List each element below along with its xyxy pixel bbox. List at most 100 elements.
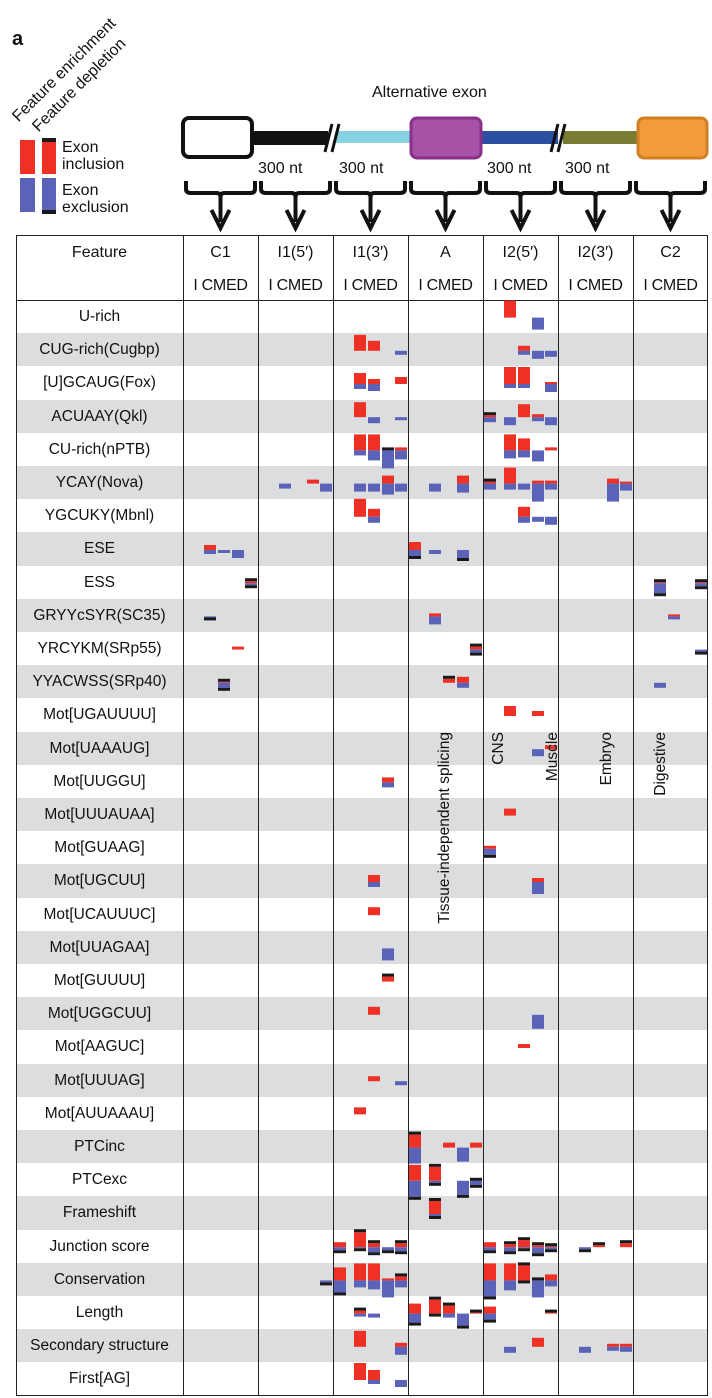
exclusion-bar (368, 882, 380, 887)
region-column-header: C1 (210, 244, 231, 261)
inclusion-bar (607, 478, 619, 484)
inclusion-bar (607, 1343, 619, 1347)
feature-table (16, 235, 708, 1396)
condition-label: Digestive (652, 732, 669, 796)
inclusion-bar (395, 447, 407, 451)
depletion-cap (368, 1240, 380, 1244)
inclusion-bar (457, 475, 469, 484)
inclusion-bar (429, 1201, 441, 1214)
exclusion-bar (504, 1346, 516, 1353)
exclusion-bar (457, 483, 469, 493)
inclusion-bar (232, 646, 244, 650)
depletion-cap (245, 578, 257, 582)
inclusion-bar (354, 402, 366, 418)
inclusion-bar (545, 745, 557, 750)
feature-label: Mot[UUUAG] (54, 1071, 145, 1089)
exclusion-bar (532, 350, 544, 359)
row-stripe (17, 665, 707, 699)
row-stripe (17, 1130, 707, 1164)
exclusion-bar (484, 1280, 496, 1297)
inclusion-bar (457, 676, 469, 683)
exclusion-bar (532, 450, 544, 462)
depletion-cap (470, 1177, 482, 1181)
exclusion-bar (395, 483, 407, 492)
arrow-down-icon (509, 197, 532, 233)
row-stripe (17, 1063, 707, 1097)
depletion-cap (429, 1313, 441, 1317)
segment-length-label: 300 nt (565, 160, 610, 177)
exon-alternative (409, 116, 483, 160)
inclusion-bar (409, 1303, 421, 1314)
inclusion-bar (545, 447, 557, 451)
exclusion-bar (218, 550, 230, 553)
inclusion-bar (545, 1312, 557, 1314)
exclusion-bar (245, 583, 257, 586)
feature-label: YYACWSS(SRp40) (32, 673, 167, 691)
legend-inclusion-line1: Exon (62, 139, 99, 156)
inclusion-bar (532, 414, 544, 418)
condition-subheader: I CMED (643, 277, 698, 294)
feature-label: CU-rich(nPTB) (48, 440, 151, 458)
depletion-cap (409, 1322, 421, 1326)
inclusion-bar (518, 1044, 530, 1048)
depletion-cap (409, 1196, 421, 1200)
exclusion-bar (354, 483, 366, 492)
inclusion-bar (395, 1276, 407, 1281)
inclusion-bar (545, 382, 557, 384)
gene-structure-diagram (181, 116, 709, 233)
feature-label: YGCUKY(Mbnl) (44, 507, 155, 525)
exclusion-bar (518, 483, 530, 490)
inclusion-bar (593, 1245, 605, 1248)
depletion-cap (484, 1296, 496, 1300)
inclusion-bar (518, 404, 530, 418)
inclusion-bar (668, 614, 680, 617)
exclusion-bar (545, 483, 557, 490)
inclusion-bar (518, 438, 530, 451)
feature-label: Length (75, 1304, 124, 1321)
depletion-cap (532, 1277, 544, 1281)
depletion-cap (457, 1194, 469, 1198)
exclusion-bar (484, 848, 496, 855)
inclusion-bar (368, 340, 380, 351)
depletion-cap (504, 1251, 516, 1255)
condition-subheader: I CMED (418, 277, 473, 294)
depletion-cap (532, 1242, 544, 1246)
exclusion-bar (484, 483, 496, 490)
inclusion-bar (470, 646, 482, 650)
exclusion-bar (620, 483, 632, 491)
inclusion-bar (470, 1312, 482, 1314)
exclusion-bar (382, 948, 394, 961)
inclusion-bar (354, 1330, 366, 1347)
exclusion-bar (695, 583, 707, 587)
feature-label: ESE (83, 540, 115, 558)
inclusion-bar (504, 1263, 516, 1281)
feature-label: Mot[AUUAAAU] (44, 1104, 155, 1122)
exclusion-bar (457, 1147, 469, 1162)
depletion-cap (443, 1302, 455, 1306)
exclusion-bar (532, 749, 544, 757)
depletion-cap (354, 1307, 366, 1311)
exclusion-bar (654, 682, 666, 688)
depletion-cap (593, 1242, 605, 1246)
legend-inclusion-depletion-swatch (42, 138, 56, 174)
exclusion-bar (354, 450, 366, 456)
depletion-cap (382, 447, 394, 451)
feature-column-header: Feature (71, 244, 128, 261)
feature-label: Mot[UCAUUUC] (43, 905, 156, 923)
feature-label: YRCYKM(SRp55) (37, 640, 162, 657)
exclusion-bar (470, 1180, 482, 1185)
inclusion-bar (409, 1164, 421, 1181)
depletion-cap (545, 1243, 557, 1247)
inclusion-bar (532, 711, 544, 716)
exclusion-bar (354, 1313, 366, 1317)
header-divider (16, 300, 708, 301)
exclusion-bar (504, 483, 516, 490)
inclusion-bar (545, 1274, 557, 1281)
depletion-cap (470, 643, 482, 647)
feature-label: Mot[UGAUUUU] (43, 706, 156, 724)
inclusion-bar (532, 1337, 544, 1347)
depletion-cap (218, 678, 230, 682)
arrow-down-icon (359, 197, 382, 233)
inclusion-bar (395, 1243, 407, 1248)
depletion-cap (484, 854, 496, 858)
